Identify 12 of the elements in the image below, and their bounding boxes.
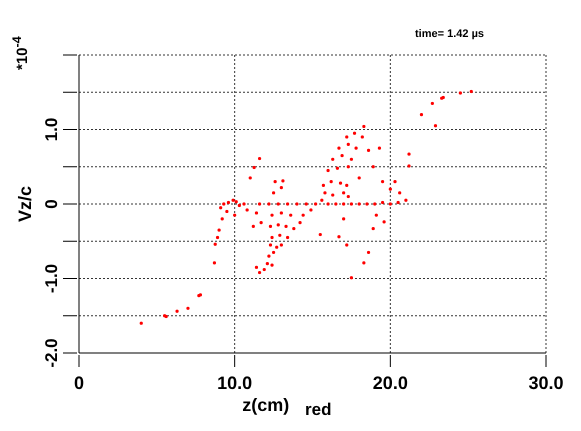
- y-tick-label: -2.0: [42, 338, 61, 368]
- x-axis-title: z(cm): [242, 395, 290, 415]
- x-tick-label: 30.0: [528, 373, 564, 393]
- text: time= 1.42 µs: [415, 28, 484, 40]
- y-axis-title: Vz/c: [15, 186, 35, 222]
- x-tick-label: 0: [74, 373, 84, 393]
- x-tick-label: 20.0: [372, 373, 408, 393]
- y-tick-label: -1.0: [42, 264, 61, 294]
- y-tick-label: 0: [42, 199, 61, 209]
- text: red: [305, 400, 332, 420]
- x-tick-label: 10.0: [217, 373, 252, 393]
- y-tick-label: 1.0: [42, 118, 61, 142]
